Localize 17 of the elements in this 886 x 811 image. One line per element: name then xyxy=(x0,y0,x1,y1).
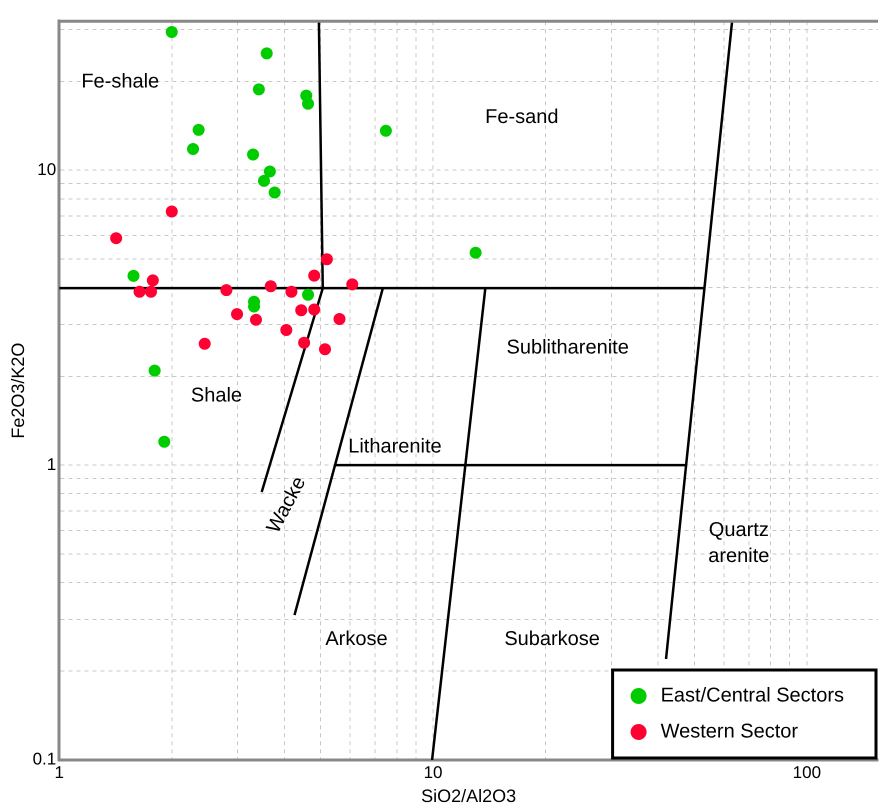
legend-label: Western Sector xyxy=(660,720,798,743)
annotation: Sublitharenite xyxy=(506,336,629,358)
x-tick-label: 100 xyxy=(792,762,822,782)
x-axis-title: SiO2/Al2O3 xyxy=(421,786,516,806)
annotation: Litharenite xyxy=(348,435,442,458)
y-tick-label: 0.1 xyxy=(32,750,56,769)
y-tick-label: 10 xyxy=(37,160,56,179)
annotation: Fe-sand xyxy=(485,106,559,128)
annotation: Shale xyxy=(190,384,242,406)
x-tick-label: 10 xyxy=(424,762,443,782)
legend-label: East/Central Sectors xyxy=(660,684,844,707)
y-axis-title: Fe2O3/K2O xyxy=(8,342,28,439)
annotation: Quartz arenite xyxy=(708,519,770,568)
annotation: Fe-shale xyxy=(81,70,160,92)
annotation: Arkose xyxy=(325,628,388,650)
y-tick-label: 1 xyxy=(46,454,56,474)
annotation: Subarkose xyxy=(504,628,600,650)
